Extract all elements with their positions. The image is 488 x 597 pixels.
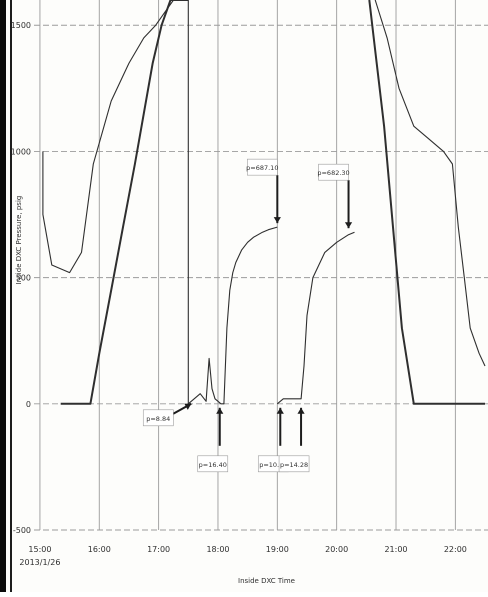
annotation-text: p=14.28 xyxy=(280,461,308,469)
series-line xyxy=(368,0,485,405)
y-tick-label: 1500 xyxy=(11,21,31,30)
x-tick-label: 21:00 xyxy=(384,545,407,554)
annotation-arrowhead xyxy=(216,407,224,414)
series-line xyxy=(374,0,486,367)
x-tick-label: 19:00 xyxy=(266,545,289,554)
x-axis-label: Inside DXC Time xyxy=(238,577,295,585)
annotation-text: p=687.10 xyxy=(246,164,278,172)
grid-lines xyxy=(34,0,488,531)
annotation: p=8.84 xyxy=(142,409,174,427)
annotation-arrowhead xyxy=(184,403,192,410)
x-tick-label: 15:00 xyxy=(28,545,51,554)
annotation-box xyxy=(247,158,278,176)
x-tick-label: 22:00 xyxy=(444,545,467,554)
y-tick-label: 1000 xyxy=(11,147,31,156)
y-axis-label: Inside DXC Pressure, psig xyxy=(15,196,23,285)
annotation-box xyxy=(318,163,349,181)
annotation-arrowhead xyxy=(297,407,305,414)
annotation-box xyxy=(197,455,229,473)
annotation-text: p=8.84 xyxy=(146,415,170,423)
annotation-text: p=16.40 xyxy=(199,461,227,469)
series-line xyxy=(187,226,278,405)
annotation-arrows xyxy=(172,175,353,446)
annotation-arrowhead xyxy=(344,222,353,229)
series-line xyxy=(276,231,355,405)
annotation-arrowhead xyxy=(276,407,284,414)
annotation: p=682.30 xyxy=(317,163,350,181)
series-line xyxy=(60,0,189,405)
annotation: p=16.40 xyxy=(197,455,229,473)
x-tick-label: 18:00 xyxy=(206,545,229,554)
x-tick-label: 20:00 xyxy=(325,545,348,554)
tick-labels: 15:00 16:00 17:00 18:00 19:00 20:00 21:00 22:00… xyxy=(11,21,467,567)
series-lines xyxy=(42,0,486,405)
frame-left-edge xyxy=(0,0,6,592)
y-tick-label: -500 xyxy=(13,526,31,535)
x-tick-label: 16:00 xyxy=(88,545,111,554)
annotation-text: p=10.28 xyxy=(259,461,287,469)
annotation: p=687.10 xyxy=(246,158,278,176)
annotation-text: p=682.30 xyxy=(317,169,349,177)
series-line xyxy=(42,0,174,274)
y-tick-label: 500 xyxy=(16,274,31,283)
annotation-arrowhead xyxy=(273,217,281,224)
frame-inner-edge xyxy=(10,0,12,592)
annotation-box xyxy=(142,409,174,427)
y-tick-label: 0 xyxy=(26,400,31,409)
annotation-labels: p=8.84 p=16.40 p=687.10 p=10.28p=14.28 p=682… xyxy=(142,158,350,473)
annotation-box xyxy=(278,455,310,473)
x-tick-label: 17:00 xyxy=(147,545,170,554)
annotation: p=14.28 xyxy=(278,455,310,473)
x-tick-sublabel: 2013/1/26 xyxy=(19,558,60,567)
